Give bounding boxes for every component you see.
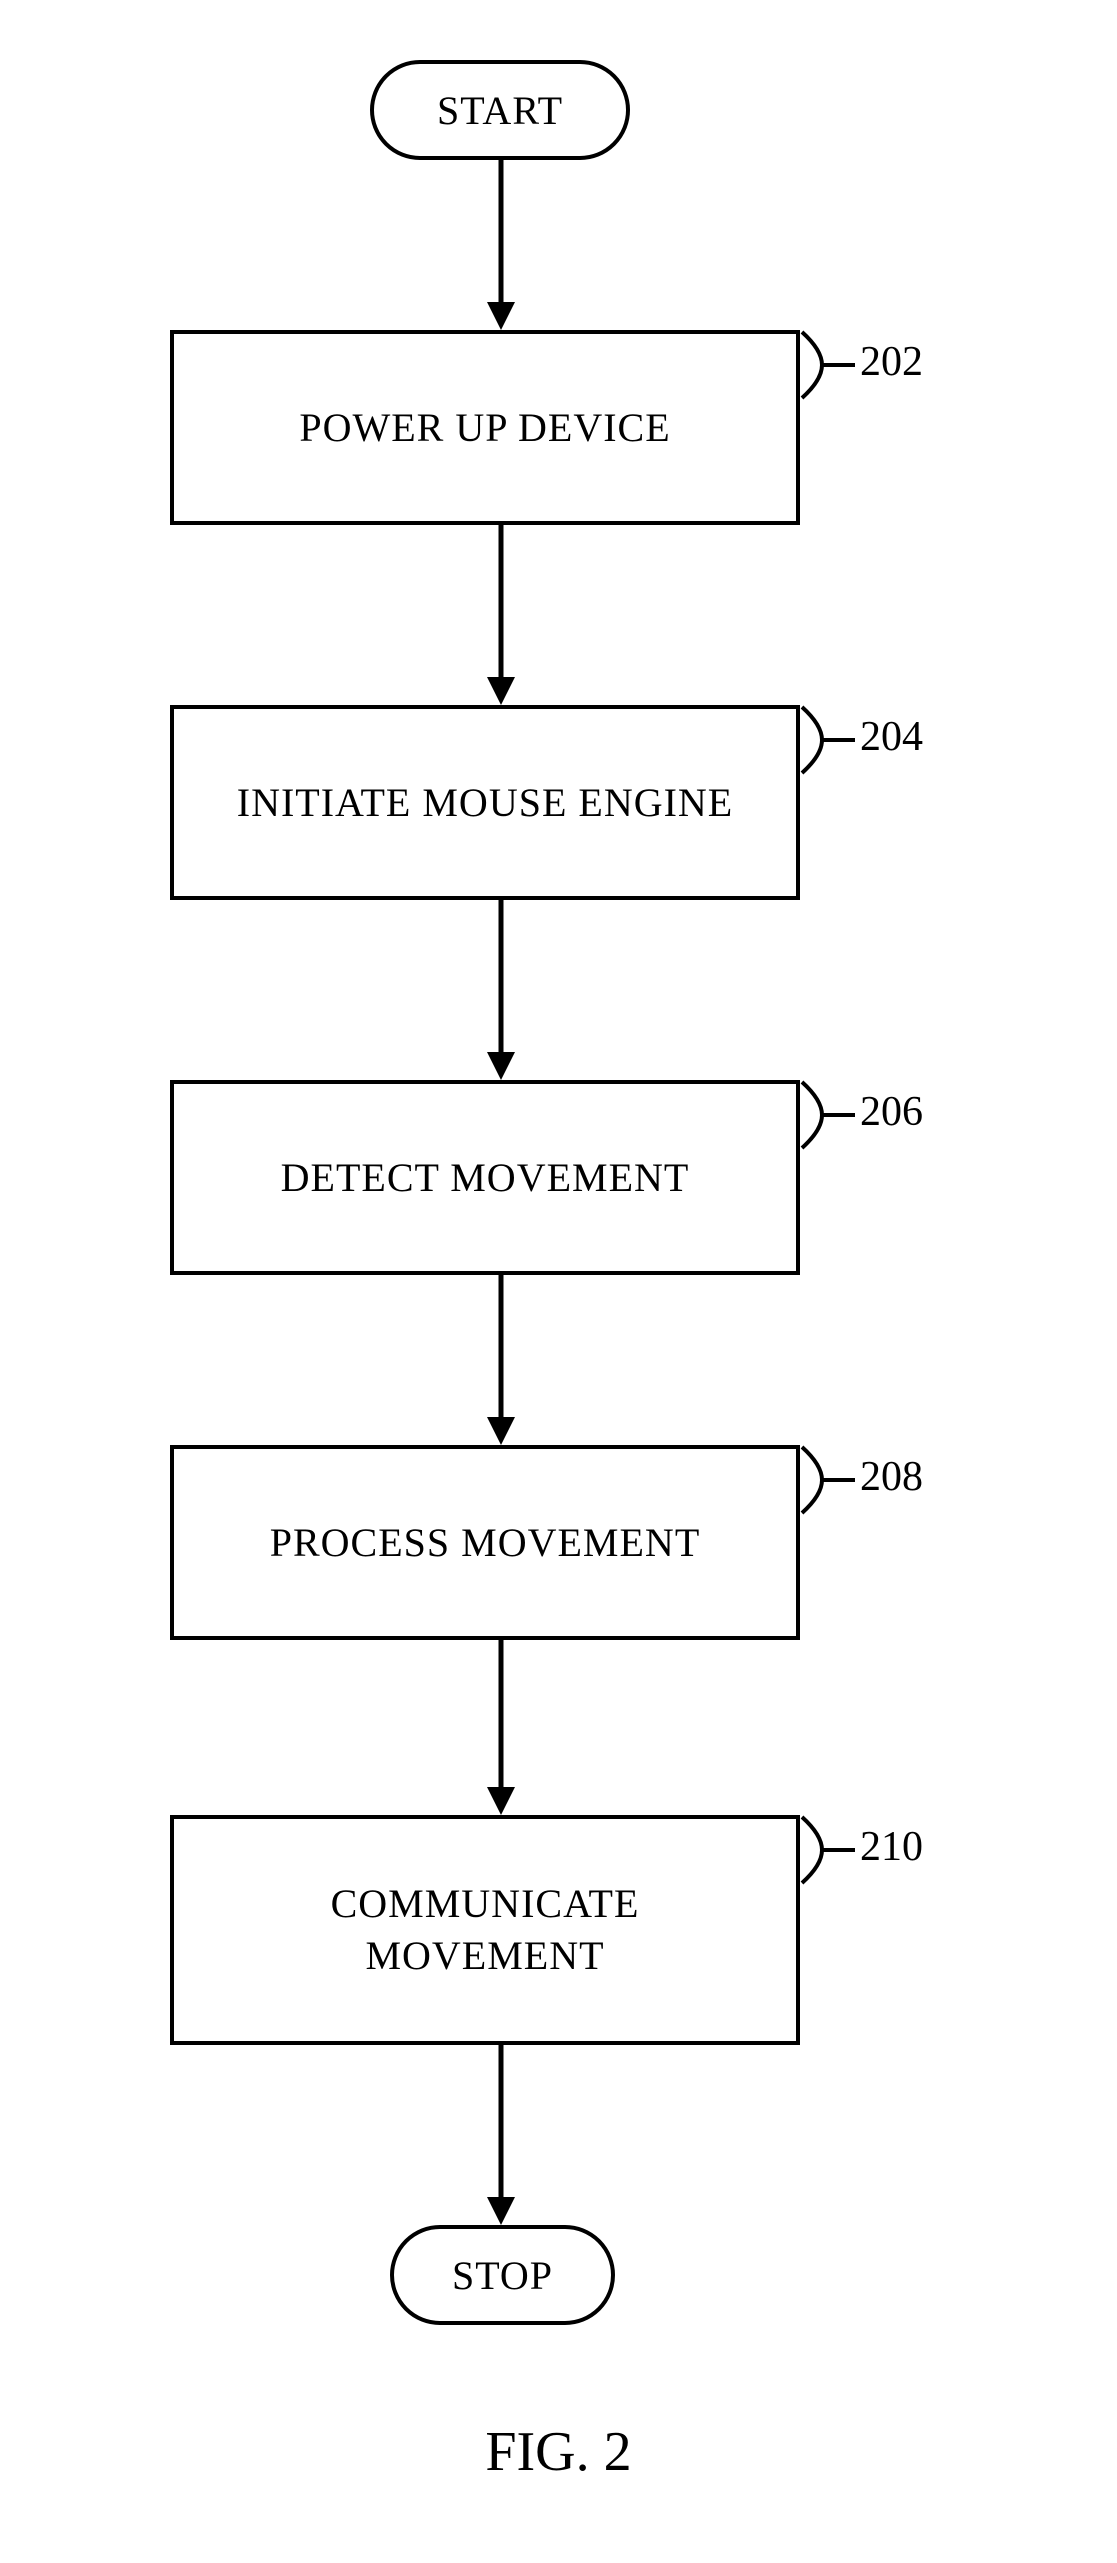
stop-terminal: STOP xyxy=(390,2225,615,2325)
stop-label: STOP xyxy=(452,2252,553,2299)
process-label: POWER UP DEVICE xyxy=(299,402,670,454)
flowchart-container: START POWER UP DEVICE 202 INITIATE MOUSE… xyxy=(0,0,1117,2563)
process-power-up: POWER UP DEVICE xyxy=(170,330,800,525)
arrow xyxy=(487,900,515,1080)
callout-curve-icon xyxy=(800,330,860,400)
arrow xyxy=(487,160,515,330)
process-label: COMMUNICATEMOVEMENT xyxy=(331,1878,640,1982)
callout-label: 206 xyxy=(860,1088,923,1136)
callout-curve-icon xyxy=(800,705,860,775)
figure-text: FIG. 2 xyxy=(485,2421,631,2483)
callout-label: 210 xyxy=(860,1823,923,1871)
process-detect-movement: DETECT MOVEMENT xyxy=(170,1080,800,1275)
process-initiate-mouse: INITIATE MOUSE ENGINE xyxy=(170,705,800,900)
start-label: START xyxy=(437,87,563,134)
callout-curve-icon xyxy=(800,1815,860,1885)
start-terminal: START xyxy=(370,60,630,160)
figure-label: FIG. 2 xyxy=(485,2420,631,2484)
process-label: DETECT MOVEMENT xyxy=(281,1152,690,1204)
arrow xyxy=(487,1275,515,1445)
process-label: PROCESS MOVEMENT xyxy=(270,1517,701,1569)
callout-label: 208 xyxy=(860,1453,923,1501)
callout-curve-icon xyxy=(800,1445,860,1515)
process-process-movement: PROCESS MOVEMENT xyxy=(170,1445,800,1640)
callout-curve-icon xyxy=(800,1080,860,1150)
callout-label: 202 xyxy=(860,338,923,386)
process-communicate-movement: COMMUNICATEMOVEMENT xyxy=(170,1815,800,2045)
callout-label: 204 xyxy=(860,713,923,761)
arrow xyxy=(487,2045,515,2225)
arrow xyxy=(487,525,515,705)
process-label: INITIATE MOUSE ENGINE xyxy=(237,777,733,829)
arrow xyxy=(487,1640,515,1815)
